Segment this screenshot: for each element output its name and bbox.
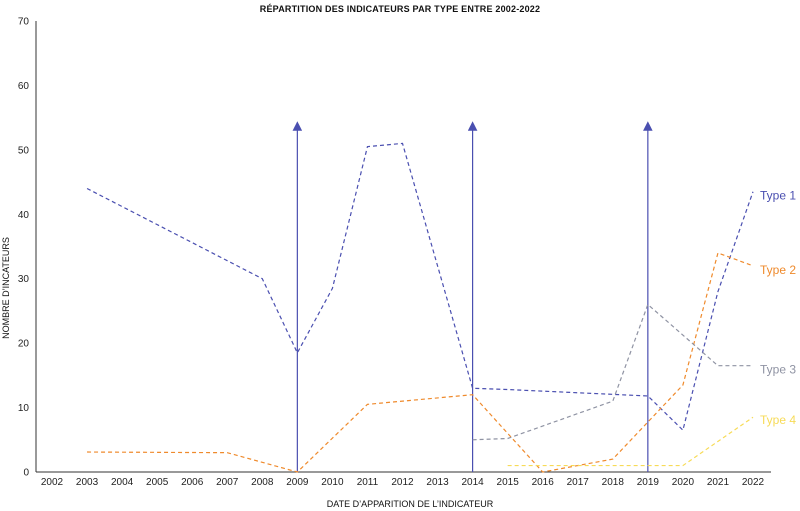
y-tick-label: 30 (18, 274, 30, 285)
x-tick-label: 2011 (357, 477, 379, 488)
x-tick-label: 2002 (41, 477, 64, 488)
x-tick-label: 2021 (707, 477, 730, 488)
series-layer (86, 142, 754, 473)
y-tick-label: 60 (18, 81, 30, 92)
series-line (87, 252, 754, 473)
x-tick-label: 2007 (216, 477, 239, 488)
series-labels-layer: Type 1 Type 2 Type 3 Type 4 (760, 189, 796, 428)
axes-layer: 0 10 20 30 40 50 60 70 2002 2003 2004 2005 2006 2007 2… (18, 17, 771, 488)
x-tick-label: 2008 (251, 477, 274, 488)
chart-title: RÉPARTITION DES INDICATEURS PAR TYPE ENT… (260, 4, 540, 14)
x-tick-label: 2012 (391, 477, 414, 488)
series-label: Type 1 (760, 189, 796, 203)
vertical-markers-layer (292, 121, 653, 472)
x-tick-label: 2009 (286, 477, 309, 488)
x-tick-label: 2019 (637, 477, 660, 488)
x-tick-label: 2015 (497, 477, 520, 488)
series-label: Type 2 (760, 263, 796, 277)
y-tick-label: 70 (18, 17, 30, 28)
series-line (507, 416, 754, 467)
x-tick-label: 2013 (426, 477, 449, 488)
y-axis-label: NOMBRE D’INCATEURS (1, 237, 11, 339)
x-tick-label: 2003 (76, 477, 99, 488)
series-line (86, 142, 754, 432)
x-tick-label: 2010 (321, 477, 344, 488)
y-tick-label: 50 (18, 145, 30, 156)
x-axis-label: DATE D’APPARITION DE L’INDICATEUR (327, 499, 494, 509)
x-tick-label: 2005 (146, 477, 169, 488)
x-tick-label: 2016 (532, 477, 555, 488)
y-tick-label: 40 (18, 210, 30, 221)
x-tick-label: 2018 (602, 477, 625, 488)
y-tick-label: 0 (23, 468, 29, 479)
x-tick-label: 2022 (742, 477, 765, 488)
series-label: Type 3 (760, 363, 796, 377)
x-tick-label: 2020 (672, 477, 695, 488)
y-tick-label: 10 (18, 403, 30, 414)
y-tick-label: 20 (18, 339, 30, 350)
series-line (472, 303, 753, 441)
x-tick-label: 2014 (461, 477, 484, 488)
series-label: Type 4 (760, 413, 796, 427)
x-tick-label: 2017 (567, 477, 590, 488)
x-tick-label: 2006 (181, 477, 204, 488)
x-tick-label: 2004 (111, 477, 134, 488)
